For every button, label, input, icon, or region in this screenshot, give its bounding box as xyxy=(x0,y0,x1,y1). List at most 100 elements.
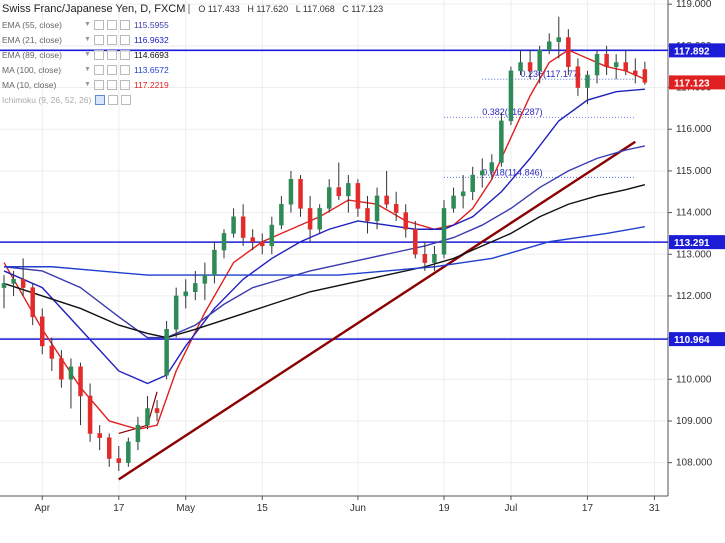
candle-body xyxy=(546,41,552,51)
gear-icon[interactable] xyxy=(108,94,119,105)
x-tick-label: 19 xyxy=(438,503,450,514)
candle-body xyxy=(403,212,408,230)
candle-body xyxy=(518,62,523,72)
moving-average-line xyxy=(4,226,645,276)
indicator-label: MA (10, close) xyxy=(2,79,57,90)
chevron-down-icon[interactable]: ▼ xyxy=(84,81,91,88)
y-tick-label: 114.000 xyxy=(676,208,712,219)
candle-body xyxy=(40,316,45,347)
candle-body xyxy=(11,279,16,284)
eye-icon[interactable] xyxy=(93,64,104,75)
gear-icon[interactable] xyxy=(106,49,117,60)
candle-body xyxy=(346,183,351,197)
candle-body xyxy=(135,424,141,443)
gear-icon[interactable] xyxy=(106,34,117,45)
current-price-tag xyxy=(669,75,725,90)
candle-body xyxy=(441,208,447,255)
indicator-label: EMA (21, close) xyxy=(2,34,62,45)
candle-body xyxy=(154,408,160,413)
candle-body xyxy=(212,249,217,276)
x-tick-label: 17 xyxy=(582,503,594,514)
x-tick-label: Jul xyxy=(505,503,518,514)
ohlc-readout: O 117.433 H 117.620 L 117.068 C 117.123 xyxy=(198,4,388,14)
candle-body xyxy=(499,120,504,163)
fib-level-label: 0.236(117.177) xyxy=(521,69,581,79)
x-tick-label: 17 xyxy=(113,503,125,514)
candle-body xyxy=(298,178,303,209)
candle-body xyxy=(193,283,198,293)
candle-body xyxy=(68,366,74,380)
candle-body xyxy=(87,395,93,434)
close-icon[interactable] xyxy=(121,94,132,105)
x-tick-label: May xyxy=(176,503,195,514)
candle-body xyxy=(49,345,55,359)
candle-body xyxy=(126,441,131,463)
price-tag-label: 110.964 xyxy=(674,335,710,346)
candle-body xyxy=(642,69,648,83)
candle-body xyxy=(116,458,122,463)
x-tick-label: Jun xyxy=(350,503,366,514)
chevron-down-icon[interactable]: ▼ xyxy=(84,51,91,58)
legend-title-row: Swiss Franc/Japanese Yen, D, FXCM O 117.… xyxy=(2,0,383,17)
chevron-down-icon[interactable]: ▼ xyxy=(84,66,91,73)
y-tick-label: 116.000 xyxy=(676,124,712,135)
candle-body xyxy=(508,70,514,122)
legend-indicator-row[interactable]: MA (10, close) ▼ 117.2219 xyxy=(2,77,302,92)
candle-body xyxy=(279,203,284,226)
eye-icon[interactable] xyxy=(95,94,106,105)
y-tick-label: 113.000 xyxy=(676,249,712,260)
legend-indicator-row[interactable]: Ichimoku (9, 26, 52, 26) xyxy=(2,92,302,107)
legend-indicator-row[interactable]: EMA (21, close) ▼ 116.9632 xyxy=(2,32,302,47)
candle-body xyxy=(269,224,275,247)
indicator-label: MA (100, close) xyxy=(2,64,62,75)
close-icon[interactable] xyxy=(119,64,130,75)
trendline xyxy=(118,140,636,481)
close-icon[interactable] xyxy=(119,79,130,90)
gear-icon[interactable] xyxy=(106,64,117,75)
moving-average-line xyxy=(3,183,646,339)
eye-icon[interactable] xyxy=(93,79,104,90)
legend-indicator-row[interactable]: EMA (55, close) ▼ 115.5955 xyxy=(2,17,302,32)
candle-body xyxy=(326,187,332,209)
candle-body xyxy=(623,62,628,72)
candle-body xyxy=(575,66,581,88)
eye-icon[interactable] xyxy=(93,19,104,30)
close-icon[interactable] xyxy=(119,49,130,60)
gear-icon[interactable] xyxy=(106,79,117,90)
y-tick-label: 108.000 xyxy=(676,458,713,469)
chevron-down-icon[interactable]: ▼ xyxy=(84,36,91,43)
chevron-down-icon[interactable]: ▼ xyxy=(84,21,91,28)
candle-body xyxy=(527,62,533,72)
candle-body xyxy=(422,254,428,263)
candle-body xyxy=(355,183,361,209)
gear-icon[interactable] xyxy=(106,19,117,30)
price-tag-label: 113.291 xyxy=(674,238,710,249)
candle-body xyxy=(307,208,313,230)
candle-body xyxy=(556,37,562,42)
close-icon[interactable] xyxy=(119,19,130,30)
indicator-value: 116.9632 xyxy=(133,34,169,45)
eye-icon[interactable] xyxy=(93,34,104,45)
candle-body xyxy=(221,233,227,251)
x-tick-label: 31 xyxy=(649,503,661,514)
price-tag xyxy=(669,235,725,250)
settings-icon[interactable] xyxy=(188,3,191,14)
legend-indicator-row[interactable]: MA (100, close) ▼ 113.6572 xyxy=(2,62,302,77)
candle-body xyxy=(480,170,485,176)
moving-average-line xyxy=(3,145,646,339)
eye-icon[interactable] xyxy=(93,49,104,60)
x-tick-label: Apr xyxy=(34,503,50,514)
candle-body xyxy=(585,74,590,88)
candle-body xyxy=(451,195,456,209)
close-value: C 117.123 xyxy=(342,3,384,14)
close-icon[interactable] xyxy=(119,34,130,45)
candle-body xyxy=(1,283,7,288)
symbol-title: Swiss Franc/Japanese Yen, D, FXCM xyxy=(2,2,186,15)
legend-indicator-row[interactable]: EMA (89, close) ▼ 114.6693 xyxy=(2,47,302,62)
candle-body xyxy=(460,191,466,197)
candle-body xyxy=(489,162,495,172)
candle-body xyxy=(78,366,83,397)
candle-body xyxy=(365,208,370,222)
y-tick-label: 112.000 xyxy=(676,291,712,302)
